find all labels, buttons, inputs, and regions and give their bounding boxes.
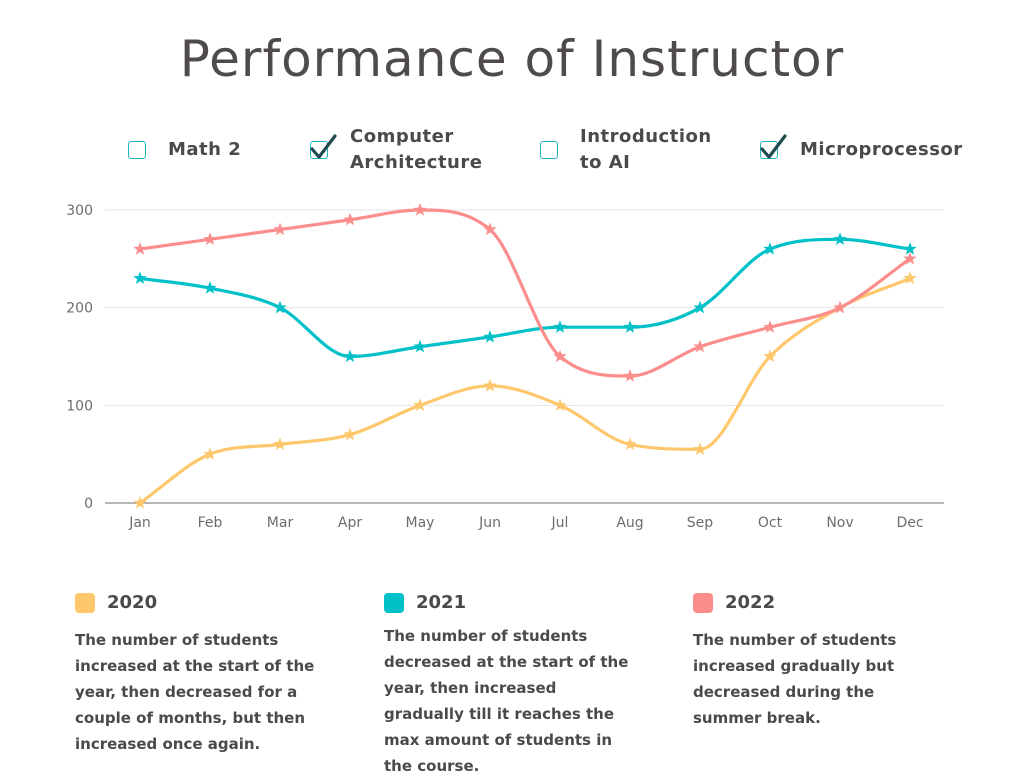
data-point-2022 [133, 242, 147, 255]
y-tick-label: 200 [66, 301, 93, 317]
data-point-2020 [553, 398, 567, 411]
data-point-2021 [553, 320, 567, 333]
legend-year: 2022 [725, 592, 776, 613]
data-point-2021 [133, 271, 147, 285]
x-tick-label: Sep [687, 515, 714, 531]
x-tick-label: Feb [198, 515, 223, 531]
data-point-2020 [483, 378, 497, 392]
checkbox-icon[interactable] [128, 141, 146, 159]
legend-description: The number of students increased at the … [75, 631, 315, 753]
series-line-2020 [138, 276, 912, 505]
course-checkbox-microprocessor[interactable]: Microprocessor [760, 134, 963, 163]
x-tick-label: Mar [267, 515, 294, 531]
data-point-2022 [693, 339, 707, 353]
data-point-2020 [203, 447, 217, 460]
data-point-2022 [763, 320, 777, 333]
legend-item-2022: 2022 The number of students increased gr… [693, 592, 943, 731]
legend-swatch [384, 592, 404, 613]
checkmark-icon [760, 134, 787, 159]
checkbox-icon[interactable] [760, 134, 787, 159]
x-tick-label: Nov [826, 515, 853, 531]
legend-swatch [693, 592, 713, 613]
course-checkbox-math-2[interactable]: Math 2 [128, 137, 241, 163]
checkmark-icon [310, 134, 337, 159]
data-point-2022 [203, 232, 217, 245]
data-point-2021 [833, 232, 847, 245]
data-point-2021 [903, 242, 917, 255]
data-point-2022 [553, 349, 567, 363]
data-point-2020 [693, 442, 707, 455]
legend-description: The number of students decreased at the … [384, 627, 629, 775]
data-point-2022 [273, 222, 287, 236]
x-tick-label: Jun [478, 515, 501, 531]
data-point-2022 [833, 300, 847, 314]
legend-year: 2021 [416, 592, 467, 613]
x-tick-label: Jan [128, 515, 151, 531]
line-chart: 0 100 200 300 Jan Feb Mar Apr May Jun Jul Aug Sep Oct… [66, 203, 944, 531]
course-label: Computer Architecture [350, 126, 483, 173]
data-point-2021 [483, 329, 497, 343]
data-point-2020 [623, 437, 637, 451]
x-tick-label: Apr [338, 515, 362, 531]
y-tick-label: 0 [84, 496, 93, 512]
x-tick-label: Dec [896, 515, 923, 531]
data-point-2021 [623, 320, 637, 333]
checkbox-icon[interactable] [540, 141, 558, 159]
course-checkbox-introduction-to-ai[interactable]: Introduction to AI [540, 124, 730, 176]
data-point-2020 [903, 271, 917, 285]
course-checkbox-computer-architecture[interactable]: Computer Architecture [310, 124, 510, 176]
x-tick-label: Jul [551, 515, 569, 531]
x-tick-label: May [406, 515, 435, 531]
series-line-2022 [138, 208, 912, 378]
y-tick-label: 300 [66, 203, 93, 219]
course-filter: Math 2 Computer Architecture Introductio… [0, 120, 1024, 190]
data-point-2021 [343, 349, 357, 363]
data-point-2021 [203, 281, 217, 294]
checkbox-icon[interactable] [310, 134, 337, 159]
course-label: Math 2 [168, 139, 242, 160]
legend-item-2020: 2020 The number of students increased at… [75, 592, 345, 757]
chart-title: Performance of Instructor [179, 30, 845, 88]
data-point-2021 [693, 300, 707, 314]
data-point-2020 [413, 398, 427, 411]
x-tick-label: Oct [758, 515, 783, 531]
legend-item-2021: 2021 The number of students decreased at… [384, 592, 640, 779]
data-point-2022 [483, 222, 497, 236]
data-point-2021 [763, 242, 777, 255]
data-point-2020 [763, 349, 777, 363]
data-point-2021 [413, 339, 427, 353]
course-label: Introduction to AI [580, 126, 712, 173]
course-label: Microprocessor [800, 139, 963, 160]
data-point-2022 [623, 369, 637, 382]
legend-year: 2020 [107, 592, 158, 613]
data-point-2022 [343, 212, 357, 226]
data-point-2022 [903, 251, 917, 265]
data-point-2021 [273, 300, 287, 314]
legend-swatch [75, 592, 95, 613]
data-point-2022 [413, 203, 427, 216]
x-tick-label: Aug [616, 515, 643, 531]
y-tick-label: 100 [66, 398, 93, 414]
data-point-2020 [133, 496, 147, 509]
series-line-2021 [138, 237, 912, 359]
legend-description: The number of students increased gradual… [693, 631, 897, 727]
data-point-2020 [343, 427, 357, 441]
data-point-2020 [273, 437, 287, 451]
